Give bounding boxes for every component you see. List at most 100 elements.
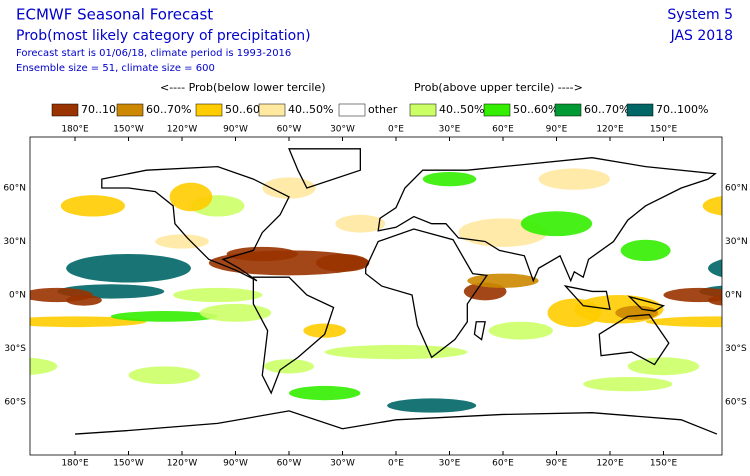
legend-label: other bbox=[368, 103, 398, 116]
forecast-area bbox=[0, 306, 16, 320]
lon-label: 120°E bbox=[596, 125, 624, 135]
legend-label: 60..70% bbox=[146, 103, 191, 116]
title: ECMWF Seasonal Forecast bbox=[16, 6, 213, 24]
lon-label: 150°E bbox=[650, 459, 678, 469]
forecast-area bbox=[315, 253, 370, 272]
lon-label: 120°W bbox=[167, 125, 198, 135]
legend-swatch bbox=[626, 103, 654, 117]
below-label: <---- Prob(below lower tercile) bbox=[160, 81, 326, 94]
above-label: Prob(above upper tercile) ----> bbox=[414, 81, 583, 94]
map bbox=[0, 148, 722, 435]
forecast-area bbox=[467, 273, 539, 288]
lon-label: 150°W bbox=[113, 459, 144, 469]
lon-label: 0°E bbox=[388, 125, 404, 135]
forecast-area bbox=[583, 377, 673, 392]
forecast-area bbox=[520, 211, 593, 237]
forecast-area bbox=[547, 298, 602, 328]
forecast-area bbox=[66, 253, 191, 283]
forecast-area bbox=[169, 182, 213, 212]
lon-label: 90°E bbox=[546, 459, 568, 469]
lon-label: 150°E bbox=[650, 125, 678, 135]
legend: 70..100% 60..70% 50..60% 40..50% other 40..50… bbox=[51, 103, 708, 117]
lon-label: 180°E bbox=[61, 125, 89, 135]
coastline bbox=[473, 321, 486, 341]
lon-label: 90°W bbox=[223, 459, 248, 469]
forecast-area bbox=[422, 171, 477, 187]
lat-label: 30°N bbox=[3, 237, 26, 247]
lon-label: 30°E bbox=[439, 459, 461, 469]
forecast-area bbox=[488, 321, 553, 340]
lat-label: 60°N bbox=[725, 184, 748, 194]
lat-label: 30°S bbox=[4, 344, 26, 354]
lat-label: 30°N bbox=[725, 237, 748, 247]
forecast-area bbox=[289, 385, 361, 401]
lon-label: 180°E bbox=[61, 459, 89, 469]
lon-label: 60°W bbox=[277, 125, 302, 135]
forecast-area bbox=[199, 303, 272, 322]
lat-label: 60°S bbox=[4, 398, 26, 408]
forecast-area bbox=[335, 214, 386, 233]
lon-label: 30°E bbox=[439, 125, 461, 135]
lat-label: 60°S bbox=[725, 398, 747, 408]
forecast-area bbox=[30, 383, 31, 386]
forecast-area bbox=[645, 316, 722, 328]
lon-label: 0°E bbox=[388, 459, 404, 469]
lat-label: 60°N bbox=[3, 184, 26, 194]
lon-label: 120°E bbox=[596, 459, 624, 469]
forecast-area bbox=[110, 311, 218, 322]
map-frame bbox=[29, 136, 723, 456]
legend-swatch bbox=[483, 103, 511, 117]
coastline bbox=[252, 276, 335, 395]
lon-label: 120°W bbox=[167, 459, 198, 469]
legend-label: 50..60% bbox=[513, 103, 558, 116]
lon-label: 150°W bbox=[113, 125, 144, 135]
lat-label: 0°N bbox=[9, 291, 26, 301]
lat-label: 30°S bbox=[725, 344, 747, 354]
forecast-area bbox=[324, 344, 468, 360]
forecast-area bbox=[60, 195, 125, 217]
lon-label: 90°E bbox=[546, 125, 568, 135]
coastline bbox=[75, 410, 718, 435]
ensemble-info: Ensemble size = 51, climate size = 600 bbox=[16, 63, 215, 74]
lon-label: 30°W bbox=[330, 125, 355, 135]
forecast-area bbox=[708, 295, 722, 306]
forecast-area bbox=[226, 246, 298, 262]
forecast-area bbox=[66, 295, 102, 306]
forecast-area bbox=[708, 259, 722, 278]
forecast-area bbox=[663, 287, 722, 303]
forecast-area bbox=[702, 196, 722, 216]
forecast-area bbox=[627, 357, 700, 376]
legend-label: 40..50% bbox=[439, 103, 484, 116]
legend-swatch bbox=[258, 103, 286, 117]
legend-swatch bbox=[338, 103, 366, 117]
legend-swatch bbox=[195, 103, 223, 117]
forecast-area bbox=[262, 177, 316, 199]
forecast-area bbox=[538, 168, 610, 190]
coastline bbox=[377, 157, 717, 283]
system: System 5 bbox=[667, 7, 733, 23]
season: JAS 2018 bbox=[670, 28, 733, 44]
legend-swatch bbox=[554, 103, 582, 117]
legend-swatch bbox=[409, 103, 437, 117]
forecast-area bbox=[128, 366, 200, 385]
coastline bbox=[365, 228, 489, 359]
forecast-area bbox=[30, 357, 58, 375]
legend-swatch bbox=[51, 103, 79, 117]
lat-label: 0°N bbox=[725, 291, 742, 301]
forecast-area bbox=[615, 305, 659, 320]
forecast-info: Forecast start is 01/06/18, climate peri… bbox=[16, 48, 291, 59]
forecast-area bbox=[620, 239, 671, 262]
coastline bbox=[598, 313, 670, 366]
coastline bbox=[101, 165, 290, 282]
legend-label: 60..70% bbox=[584, 103, 629, 116]
subtitle: Prob(most likely category of precipitati… bbox=[16, 28, 311, 44]
forecast-area bbox=[387, 398, 477, 413]
legend-label: 70..100% bbox=[656, 103, 708, 116]
lon-label: 60°W bbox=[277, 459, 302, 469]
coastline bbox=[563, 285, 611, 311]
legend-swatch bbox=[116, 103, 144, 117]
forecast-area bbox=[155, 234, 209, 249]
lon-label: 90°W bbox=[223, 125, 248, 135]
legend-label: 40..50% bbox=[288, 103, 333, 116]
